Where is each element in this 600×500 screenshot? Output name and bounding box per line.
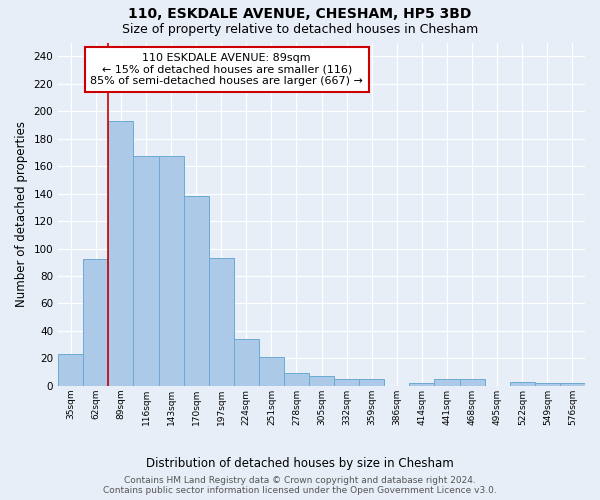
Bar [259, 357, 284, 386]
Text: Size of property relative to detached houses in Chesham: Size of property relative to detached ho… [122, 22, 478, 36]
Bar [510, 382, 535, 386]
Bar [83, 260, 109, 386]
Y-axis label: Number of detached properties: Number of detached properties [15, 121, 28, 307]
Bar [158, 156, 184, 386]
Bar [434, 379, 460, 386]
Bar [359, 379, 385, 386]
Bar [58, 354, 83, 386]
Text: 110 ESKDALE AVENUE: 89sqm
← 15% of detached houses are smaller (116)
85% of semi: 110 ESKDALE AVENUE: 89sqm ← 15% of detac… [91, 53, 363, 86]
Bar [109, 121, 133, 386]
Bar [133, 156, 158, 386]
Bar [184, 196, 209, 386]
Bar [209, 258, 234, 386]
Bar [535, 383, 560, 386]
Bar [460, 379, 485, 386]
Bar [234, 339, 259, 386]
Text: Contains HM Land Registry data © Crown copyright and database right 2024.
Contai: Contains HM Land Registry data © Crown c… [103, 476, 497, 495]
Bar [334, 379, 359, 386]
Bar [560, 383, 585, 386]
Bar [409, 383, 434, 386]
Bar [284, 374, 309, 386]
Text: 110, ESKDALE AVENUE, CHESHAM, HP5 3BD: 110, ESKDALE AVENUE, CHESHAM, HP5 3BD [128, 8, 472, 22]
Bar [309, 376, 334, 386]
Text: Distribution of detached houses by size in Chesham: Distribution of detached houses by size … [146, 458, 454, 470]
